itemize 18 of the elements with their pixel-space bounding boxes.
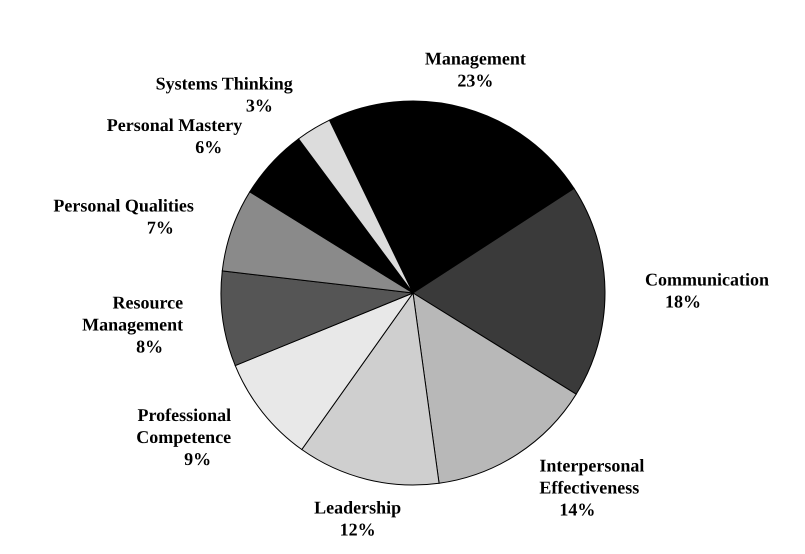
data-label: 14%: [559, 500, 596, 520]
data-label: 12%: [340, 519, 376, 540]
slice-label: Management: [424, 48, 526, 69]
data-label: 9%: [184, 449, 212, 470]
slice-label: Professional Competence: [136, 405, 232, 448]
slice-label: Leadership: [314, 497, 402, 518]
slice-label: Resource Management: [82, 292, 184, 334]
data-label: 18%: [664, 292, 701, 312]
slice-label: Communication: [644, 270, 770, 290]
data-label: 8%: [136, 336, 164, 356]
slice-label: Personal Mastery: [106, 114, 242, 135]
slice-label: Systems Thinking: [156, 74, 293, 94]
data-label: 3%: [246, 96, 273, 116]
slice-label: Interpersonal Effectiveness: [539, 456, 644, 498]
data-label: 23%: [457, 70, 494, 91]
data-label: 6%: [195, 136, 222, 157]
slice-label: Personal Qualities: [53, 196, 194, 216]
data-label: 7%: [146, 218, 174, 238]
